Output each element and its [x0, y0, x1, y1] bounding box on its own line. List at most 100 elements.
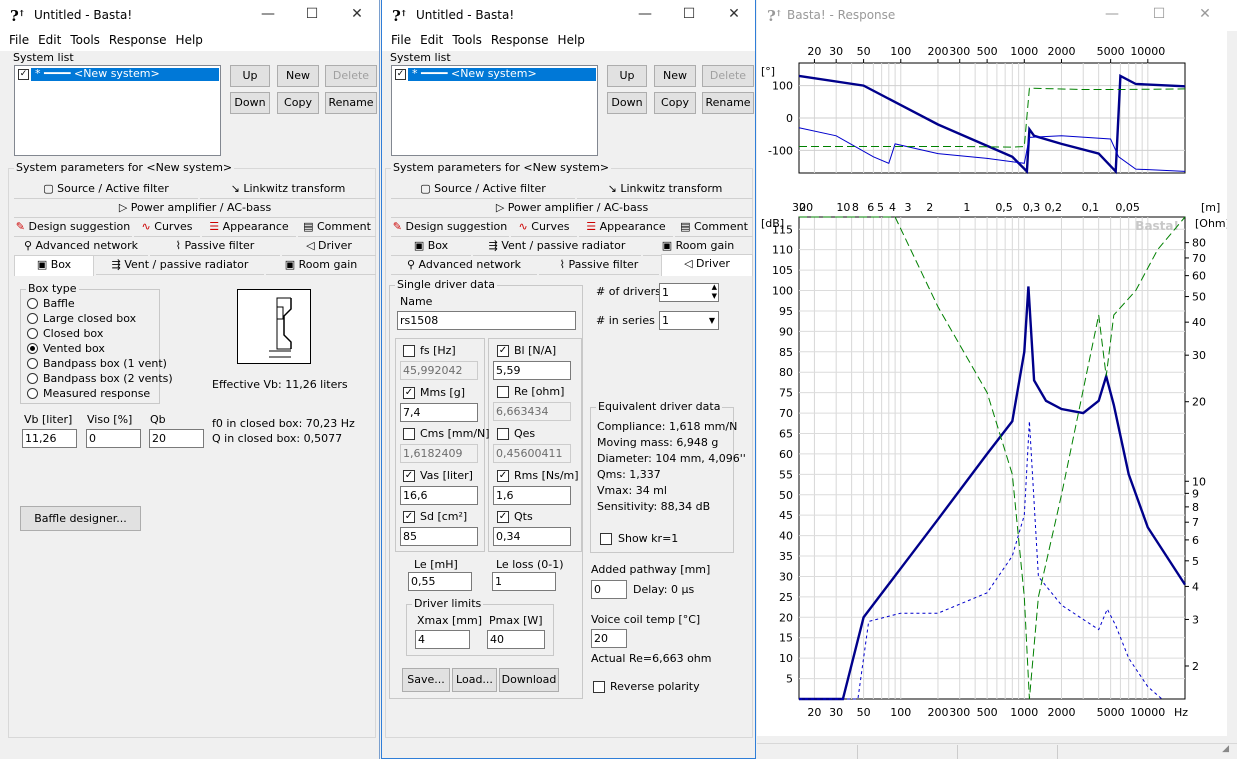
- menu-response[interactable]: Response: [108, 33, 167, 47]
- vas-checkbox[interactable]: ✓: [403, 470, 415, 482]
- viso-input[interactable]: 0: [86, 429, 141, 448]
- pmax-input[interactable]: 40: [487, 630, 545, 649]
- menu-edit[interactable]: Edit: [420, 33, 444, 47]
- added-pathway-input[interactable]: 0: [591, 580, 627, 599]
- minimize-icon[interactable]: —: [638, 6, 652, 22]
- rms-input[interactable]: 1,6: [493, 486, 571, 505]
- maximize-icon[interactable]: ☐: [1152, 6, 1166, 22]
- tab-room-gain[interactable]: ▣ Room gain: [266, 256, 376, 275]
- maximize-icon[interactable]: ☐: [305, 6, 319, 22]
- vas-input[interactable]: 16,6: [400, 486, 478, 505]
- radio-baffle[interactable]: [27, 298, 38, 309]
- rms-checkbox[interactable]: ✓: [497, 470, 509, 482]
- minimize-icon[interactable]: —: [261, 6, 275, 22]
- up-button[interactable]: Up: [230, 65, 270, 87]
- delete-button[interactable]: Delete: [325, 65, 377, 87]
- tab-advanced-network[interactable]: ⚲ Advanced network: [14, 237, 148, 256]
- re-input[interactable]: 6,663434: [493, 402, 571, 421]
- tab-vent-passive-radiator[interactable]: ⇶ Vent / passive radiator: [473, 237, 641, 256]
- system-list[interactable]: ✓ * ━━━━ <New system>: [391, 65, 598, 156]
- tab-driver[interactable]: ◁ Driver: [661, 254, 753, 276]
- menu-file[interactable]: File: [391, 33, 412, 47]
- radio-large-closed-box[interactable]: [27, 313, 38, 324]
- radio-measured-response[interactable]: [27, 388, 38, 399]
- le-input[interactable]: 0,55: [408, 572, 472, 591]
- system-list[interactable]: ✓ * ━━━━ <New system>: [14, 65, 221, 156]
- spinner-arrows-icon[interactable]: ▲ ▼: [711, 283, 717, 300]
- tab-passive-filter[interactable]: ⌇ Passive filter: [539, 256, 659, 275]
- chevron-down-icon[interactable]: ▼: [708, 316, 715, 325]
- close-icon[interactable]: ✕: [728, 6, 740, 22]
- qes-checkbox[interactable]: [497, 428, 509, 440]
- tab-linkwitz-transform[interactable]: ↘ Linkwitz transform: [200, 180, 376, 199]
- baffle-designer-button[interactable]: Baffle designer...: [20, 506, 141, 531]
- menu-tools[interactable]: Tools: [452, 33, 482, 47]
- load-button[interactable]: Load...: [452, 668, 497, 692]
- tab-box[interactable]: ▣ Box: [391, 237, 471, 256]
- bl-checkbox[interactable]: ✓: [497, 345, 509, 357]
- mms-input[interactable]: 7,4: [400, 403, 478, 422]
- delete-button[interactable]: Delete: [702, 65, 754, 87]
- close-icon[interactable]: ✕: [351, 6, 363, 22]
- tab-curves[interactable]: ∿ Curves: [134, 218, 200, 237]
- menu-edit[interactable]: Edit: [38, 33, 62, 47]
- down-button[interactable]: Down: [607, 92, 647, 114]
- qts-input[interactable]: 0,34: [493, 527, 571, 546]
- radio-vented-box[interactable]: [27, 343, 38, 354]
- phase-chart[interactable]: 1000-100[°]20 30 50 100 200 300 500 1000 2000 500…: [757, 31, 1227, 181]
- system-checkbox[interactable]: ✓: [395, 69, 406, 80]
- radio-bandpass-1[interactable]: [27, 358, 38, 369]
- system-list-item[interactable]: * ━━━━ <New system>: [31, 68, 219, 81]
- tab-appearance[interactable]: ☰ Appearance: [579, 218, 673, 237]
- resize-grip-icon[interactable]: ◢: [1222, 744, 1229, 754]
- tab-power-amplifier[interactable]: ▷ Power amplifier / AC-bass: [391, 199, 753, 218]
- download-button[interactable]: Download: [499, 668, 559, 692]
- tab-source-active-filter[interactable]: ▢ Source / Active filter: [14, 180, 198, 199]
- new-button[interactable]: New: [277, 65, 319, 87]
- tab-driver[interactable]: ◁ Driver: [282, 237, 376, 256]
- reverse-polarity-checkbox[interactable]: [593, 681, 605, 693]
- menu-response[interactable]: Response: [490, 33, 549, 47]
- tab-box[interactable]: ▣ Box: [14, 255, 94, 276]
- menu-help[interactable]: Help: [557, 33, 585, 47]
- radio-bandpass-2[interactable]: [27, 373, 38, 384]
- cms-checkbox[interactable]: [403, 428, 415, 440]
- fs-checkbox[interactable]: [403, 345, 415, 357]
- driver-name-input[interactable]: rs1508: [397, 311, 576, 330]
- vb-input[interactable]: 11,26: [22, 429, 77, 448]
- tab-curves[interactable]: ∿ Curves: [511, 218, 577, 237]
- sd-checkbox[interactable]: ✓: [403, 511, 415, 523]
- qes-input[interactable]: 0,45600411: [493, 444, 571, 463]
- system-list-item[interactable]: * ━━━━ <New system>: [408, 68, 596, 81]
- qb-input[interactable]: 20: [149, 429, 204, 448]
- tab-passive-filter[interactable]: ⌇ Passive filter: [150, 237, 280, 256]
- down-button[interactable]: Down: [230, 92, 270, 114]
- mms-checkbox[interactable]: ✓: [403, 387, 415, 399]
- cms-input[interactable]: 1,6182409: [400, 444, 478, 463]
- rename-button[interactable]: Rename: [325, 92, 377, 114]
- tab-appearance[interactable]: ☰ Appearance: [202, 218, 296, 237]
- tab-source-active-filter[interactable]: ▢ Source / Active filter: [391, 180, 575, 199]
- xmax-input[interactable]: 4: [415, 630, 470, 649]
- rename-button[interactable]: Rename: [702, 92, 754, 114]
- fs-input[interactable]: 45,992042: [400, 361, 478, 380]
- tab-linkwitz-transform[interactable]: ↘ Linkwitz transform: [577, 180, 753, 199]
- up-button[interactable]: Up: [607, 65, 647, 87]
- menu-help[interactable]: Help: [175, 33, 203, 47]
- new-button[interactable]: New: [654, 65, 696, 87]
- tab-advanced-network[interactable]: ⚲ Advanced network: [391, 256, 537, 275]
- radio-closed-box[interactable]: [27, 328, 38, 339]
- system-checkbox[interactable]: ✓: [18, 69, 29, 80]
- minimize-icon[interactable]: —: [1105, 6, 1119, 22]
- menu-file[interactable]: File: [9, 33, 30, 47]
- show-kr-checkbox[interactable]: [600, 533, 612, 545]
- tab-power-amplifier[interactable]: ▷ Power amplifier / AC-bass: [14, 199, 376, 218]
- tab-comment[interactable]: ▤ Comment: [298, 218, 376, 237]
- close-icon[interactable]: ✕: [1199, 6, 1211, 22]
- bl-input[interactable]: 5,59: [493, 361, 571, 380]
- tab-design-suggestion[interactable]: ✎ Design suggestion: [391, 218, 509, 237]
- maximize-icon[interactable]: ☐: [682, 6, 696, 22]
- sd-input[interactable]: 85: [400, 527, 478, 546]
- spl-chart[interactable]: 1151101051009590858075706560555045403530…: [757, 181, 1227, 736]
- num-drivers-spinner[interactable]: 1 ▲ ▼: [659, 283, 719, 302]
